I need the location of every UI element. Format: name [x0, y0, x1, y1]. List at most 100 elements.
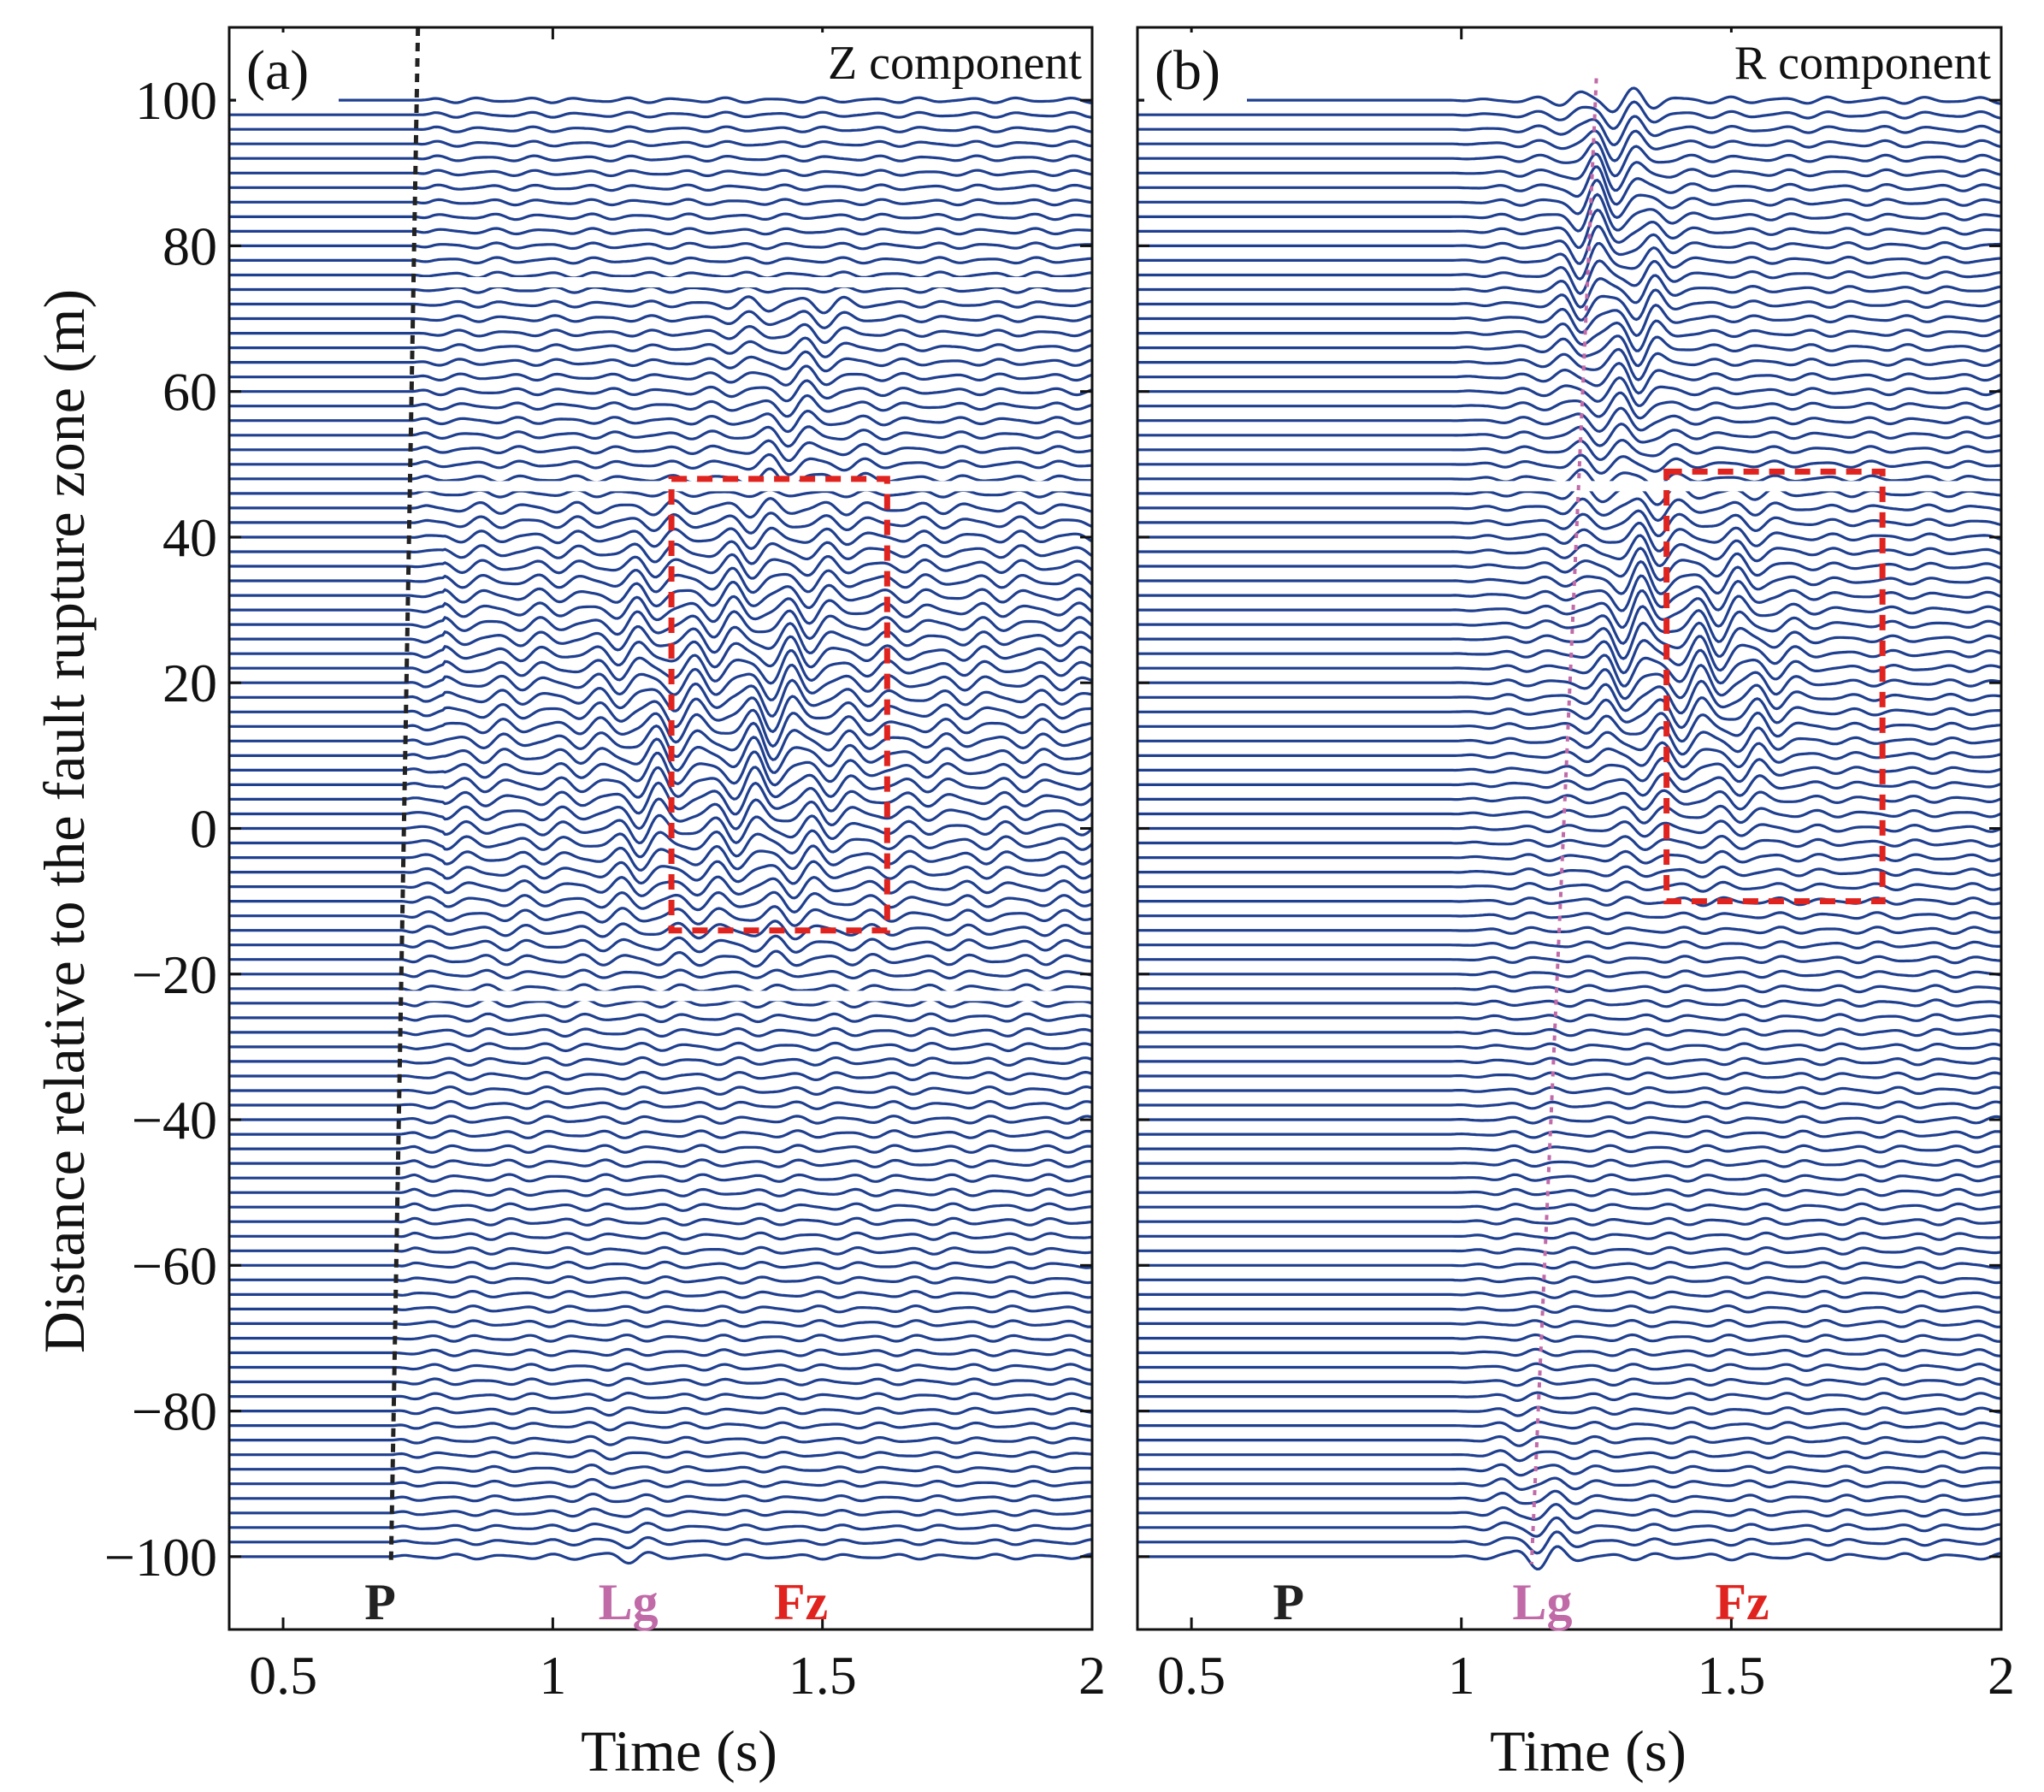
seismic-trace — [229, 766, 1094, 801]
label-backing — [236, 33, 339, 104]
seismic-trace — [229, 797, 1094, 831]
seismic-trace — [229, 1463, 1093, 1476]
seismic-trace — [1137, 1202, 2002, 1212]
seismic-trace — [1137, 319, 2002, 352]
lg-arrival-line — [1529, 78, 1598, 1564]
seismic-trace — [1137, 679, 2002, 715]
panel-letter: (b) — [1155, 39, 1220, 102]
seismic-trace — [229, 1334, 1093, 1343]
seismic-trace — [229, 905, 1093, 927]
seismic-trace — [1137, 1216, 2002, 1227]
seismic-trace — [229, 622, 1094, 655]
y-tick-label: −40 — [132, 1090, 217, 1150]
seismic-trace — [229, 721, 1093, 761]
seismic-trace — [229, 439, 1093, 463]
x-tick-label: 0.5 — [249, 1645, 317, 1706]
seismic-trace — [229, 285, 1093, 294]
seismic-trace — [229, 1144, 1093, 1154]
seismic-trace — [1137, 1100, 2002, 1110]
seismic-trace — [1137, 534, 2002, 568]
seismic-trace — [1137, 756, 2002, 784]
seismic-trace — [1137, 849, 2002, 865]
seismic-trace — [1137, 1173, 2001, 1183]
seismic-trace — [1137, 178, 2002, 219]
seismic-trace — [229, 663, 1093, 701]
y-tick-label: −60 — [132, 1235, 217, 1296]
seismic-trace — [229, 1041, 1093, 1053]
seismic-trace — [1137, 621, 2002, 660]
y-tick-label: −20 — [132, 944, 217, 1005]
x-tick-label: 1 — [1448, 1645, 1475, 1706]
seismic-trace — [229, 139, 1093, 149]
seismic-trace — [229, 736, 1093, 774]
seismic-trace — [229, 183, 1093, 192]
seismic-trace — [229, 198, 1093, 207]
seismic-trace — [1137, 911, 2002, 921]
seismic-trace — [1137, 468, 2001, 488]
seismic-trace — [229, 1187, 1093, 1198]
seismic-trace — [1137, 574, 2002, 612]
seismic-trace — [229, 1173, 1092, 1183]
seismic-trace — [1137, 1318, 2002, 1328]
seismic-trace — [229, 1231, 1093, 1241]
seismic-trace — [229, 322, 1093, 345]
seismic-trace — [1137, 741, 2002, 769]
seismic-trace — [1137, 129, 2002, 163]
seismic-trace — [229, 1492, 1093, 1504]
seismic-trace — [229, 425, 1093, 448]
seismic-trace — [1137, 1260, 2002, 1270]
seismic-trace — [229, 968, 1093, 980]
seismic-trace — [229, 1551, 1093, 1565]
seismic-trace — [229, 594, 1094, 625]
seismic-trace — [229, 890, 1093, 914]
phase-label-p: P — [1273, 1574, 1304, 1630]
seismic-trace — [1137, 152, 2002, 192]
seismic-trace — [1137, 1516, 2001, 1538]
y-tick-label: 20 — [162, 653, 217, 713]
seismic-trace — [229, 1521, 1093, 1535]
seismic-trace — [229, 949, 1093, 968]
seismic-trace — [229, 829, 1094, 859]
seismic-trace — [1137, 288, 2002, 322]
seismic-trace — [1137, 165, 2002, 206]
seismic-trace — [229, 1477, 1093, 1489]
seismic-trace — [1137, 969, 2002, 979]
seismic-trace — [1137, 1347, 2002, 1358]
seismic-trace — [1137, 1289, 2002, 1299]
seismic-trace — [1137, 1405, 2002, 1417]
seismic-trace — [229, 1347, 1093, 1357]
seismic-trace — [229, 1026, 1093, 1038]
seismic-trace — [1137, 1476, 2002, 1492]
seismic-trace — [1137, 1362, 2001, 1373]
seismic-trace — [229, 844, 1094, 872]
x-tick-label: 1.5 — [789, 1645, 857, 1706]
label-backing — [776, 33, 1085, 92]
seismic-trace — [229, 781, 1094, 816]
seismic-trace — [1137, 1530, 2002, 1555]
seismic-trace — [1137, 140, 2002, 178]
phase-label-lg: Lg — [599, 1574, 659, 1630]
seismic-trace — [229, 540, 1093, 565]
seismic-trace — [1137, 589, 2002, 629]
seismic-trace — [229, 336, 1093, 358]
trace-group — [229, 96, 1094, 1565]
seismic-trace — [229, 1216, 1093, 1227]
seismic-trace — [229, 526, 1093, 550]
y-tick-label: 40 — [162, 507, 217, 568]
seismic-trace — [229, 566, 1094, 594]
seismic-trace — [1137, 1304, 2002, 1314]
seismic-trace — [229, 1391, 1093, 1402]
component-label: R component — [1734, 37, 1992, 90]
seismic-trace — [1137, 926, 2002, 936]
seismic-trace — [1137, 1056, 2002, 1067]
seismic-trace — [1137, 1027, 2002, 1038]
seismic-trace — [229, 920, 1093, 941]
panel-b-r-component: 0.5 1 1.5 2 (b) R component P Lg Fz — [1136, 26, 2015, 1706]
seismic-trace — [229, 467, 1092, 490]
seismic-trace — [1137, 347, 2002, 381]
seismic-trace — [1137, 711, 2002, 743]
seismic-trace — [1137, 509, 2002, 538]
seismic-trace — [1137, 834, 2002, 852]
seismic-trace — [1137, 663, 2002, 701]
seismic-trace — [1137, 998, 2002, 1008]
